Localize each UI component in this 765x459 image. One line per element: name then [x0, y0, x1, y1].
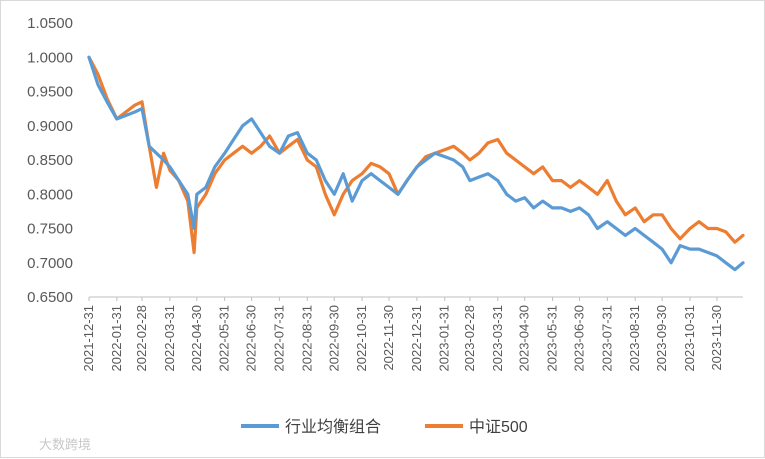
x-tick-label: 2023-10-31 — [682, 305, 697, 372]
x-tick-label: 2023-07-31 — [599, 305, 614, 372]
watermark-text: 大数跨境 — [39, 437, 91, 452]
y-tick-label: 0.8000 — [27, 186, 73, 203]
x-tick-label: 2022-04-30 — [189, 305, 204, 372]
series-line-industry-balanced — [87, 55, 745, 272]
series-lines — [87, 55, 745, 272]
y-tick-label: 0.9000 — [27, 118, 73, 135]
x-tick-label: 2023-08-31 — [627, 305, 642, 372]
y-tick-label: 1.0000 — [27, 49, 73, 66]
y-axis-ticks: 1.0500 1.0000 0.9500 0.9000 0.8500 0.8000 0.75… — [27, 15, 73, 306]
x-tick-label: 2022-01-31 — [109, 305, 124, 372]
legend-label: 中证500 — [469, 418, 528, 436]
x-tick-label: 2022-08-31 — [299, 305, 314, 372]
x-tick-label: 2022-07-31 — [271, 305, 286, 372]
y-tick-label: 0.9500 — [27, 84, 73, 101]
x-tick-label: 2021-12-31 — [81, 305, 96, 372]
x-tick-label: 2023-04-30 — [517, 305, 532, 372]
x-tick-label: 2023-02-28 — [462, 305, 477, 372]
y-tick-label: 1.0500 — [27, 15, 73, 32]
series-line-csi500 — [87, 55, 745, 255]
y-tick-label: 0.7500 — [27, 221, 73, 238]
x-tick-label: 2022-10-31 — [354, 305, 369, 372]
x-tick-label: 2022-11-30 — [381, 305, 396, 371]
y-tick-label: 0.8500 — [27, 152, 73, 169]
x-tick-label: 2022-12-31 — [409, 305, 424, 372]
x-tick-label: 2023-11-30 — [709, 305, 724, 371]
x-tick-label: 2022-05-31 — [217, 305, 232, 372]
x-axis-ticks: 2021-12-31 2022-01-31 2022-02-28 2022-03-31… — [81, 297, 724, 372]
legend: 行业均衡组合 中证500 — [241, 418, 528, 436]
x-tick-label: 2023-03-31 — [490, 305, 505, 372]
y-tick-label: 0.6500 — [27, 289, 73, 306]
y-tick-label: 0.7000 — [27, 255, 73, 272]
x-tick-label: 2023-01-31 — [437, 305, 452, 372]
x-tick-label: 2022-02-28 — [134, 305, 149, 372]
x-tick-label: 2023-05-31 — [545, 305, 560, 372]
x-tick-label: 2022-09-30 — [326, 305, 341, 372]
x-tick-label: 2023-06-30 — [572, 305, 587, 372]
x-tick-label: 2022-06-30 — [244, 305, 259, 372]
legend-label: 行业均衡组合 — [285, 418, 381, 436]
x-tick-label: 2022-03-31 — [162, 305, 177, 372]
x-tick-label: 2023-09-30 — [654, 305, 669, 372]
